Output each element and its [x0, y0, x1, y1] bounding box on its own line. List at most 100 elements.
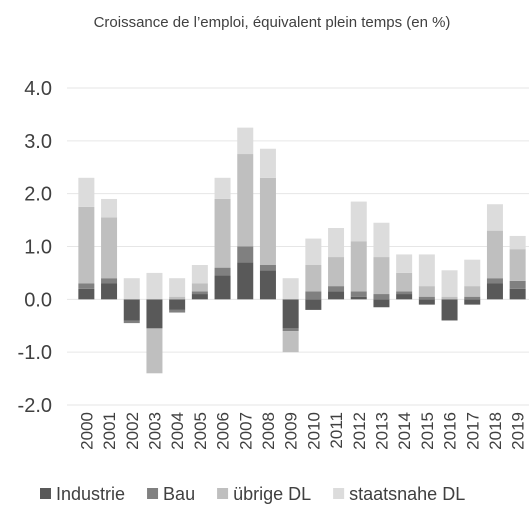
bar-segment: [259, 148, 276, 178]
x-tick-label: 2008: [259, 412, 278, 450]
bar-segment: [101, 283, 118, 300]
bar-segment: [464, 296, 481, 300]
bar-segment: [486, 283, 503, 300]
bar-segment: [282, 331, 299, 353]
bar-segment: [214, 177, 231, 199]
bar-segment: [123, 320, 140, 324]
bar-segment: [78, 177, 95, 207]
bar-segment: [191, 291, 208, 295]
bar-segment: [237, 127, 254, 155]
bar-segment: [464, 299, 481, 305]
bar-segment: [78, 206, 95, 284]
bar-segment: [123, 299, 140, 321]
bar-segment: [214, 198, 231, 268]
y-tick-label: 1.0: [24, 237, 52, 259]
bar-segment: [418, 286, 435, 297]
x-tick-label: 2007: [236, 412, 255, 450]
x-tick-label: 2016: [441, 412, 460, 450]
bar-segment: [441, 296, 458, 300]
x-tick-label: 2009: [282, 412, 301, 450]
x-tick-label: 2011: [327, 412, 346, 449]
bar-segment: [441, 299, 458, 321]
legend-label: staatsnahe DL: [349, 484, 465, 504]
x-tick-label: 2002: [123, 412, 142, 450]
bar-segment: [418, 296, 435, 300]
bar-segment: [373, 299, 390, 308]
bar-segment: [101, 198, 118, 218]
x-tick-label: 2010: [304, 412, 323, 450]
bar-segment: [305, 264, 322, 292]
bar-segment: [396, 291, 413, 295]
bar-segment: [396, 294, 413, 300]
bar-segment: [509, 249, 526, 281]
bar-segment: [78, 283, 95, 289]
bar-segment: [214, 275, 231, 300]
legend-label: Bau: [163, 484, 195, 504]
y-tick-label: 4.0: [24, 78, 52, 100]
bar-segment: [169, 296, 186, 300]
bar-segment: [350, 296, 367, 300]
legend-label: Industrie: [56, 484, 125, 504]
bar-segment: [350, 201, 367, 242]
legend-label: übrige DL: [233, 484, 311, 504]
bar-segment: [373, 257, 390, 295]
x-tick-label: 2017: [463, 412, 482, 450]
bar-segment: [464, 286, 481, 297]
bar-segment: [418, 254, 435, 287]
bar-segment: [237, 262, 254, 300]
y-tick-label: 0.0: [24, 289, 52, 311]
bar-segment: [486, 278, 503, 284]
bar-segment: [259, 270, 276, 300]
bar-segment: [509, 280, 526, 289]
x-tick-label: 2006: [214, 412, 233, 450]
bar-segment: [396, 254, 413, 273]
bar-segment: [486, 204, 503, 231]
x-tick-label: 2001: [100, 412, 119, 450]
y-tick-label: -1.0: [18, 342, 52, 364]
bar-segment: [214, 267, 231, 276]
bar-segment: [282, 278, 299, 300]
x-tick-label: 2005: [191, 412, 210, 450]
bar-segment: [486, 230, 503, 279]
bar-segment: [169, 309, 186, 313]
x-tick-label: 2018: [486, 412, 505, 450]
bar-segment: [305, 238, 322, 265]
bar-segment: [373, 294, 390, 300]
bar-segment: [305, 291, 322, 300]
bar-segment: [101, 278, 118, 284]
bar-segment: [237, 246, 254, 263]
bar-segment: [169, 278, 186, 297]
bar-segment: [169, 299, 186, 310]
y-tick-label: 3.0: [24, 131, 52, 153]
bar-segment: [146, 299, 163, 329]
bar-segment: [282, 299, 299, 329]
bar-segment: [191, 294, 208, 300]
bar-segment: [146, 272, 163, 300]
x-tick-label: 2015: [418, 412, 437, 450]
bar-segment: [509, 235, 526, 250]
x-tick-label: 2000: [77, 412, 96, 450]
bar-segment: [350, 241, 367, 292]
bar-segment: [191, 264, 208, 284]
bar-segment: [328, 228, 345, 258]
x-tick-label: 2019: [509, 412, 528, 450]
chart-title: Croissance de l’emploi, équivalent plein…: [94, 14, 451, 31]
bar-segment: [464, 259, 481, 287]
bar-segment: [328, 291, 345, 300]
legend-swatch: [217, 488, 229, 499]
bar-segment: [259, 264, 276, 271]
bar-segment: [350, 291, 367, 297]
bar-segment: [441, 270, 458, 297]
bar-segment: [237, 154, 254, 247]
bar-segment: [259, 177, 276, 265]
bar-segment: [328, 286, 345, 292]
bar-segment: [418, 299, 435, 305]
bar-segment: [123, 278, 140, 300]
bar-segment: [191, 283, 208, 292]
legend-swatch: [40, 488, 51, 499]
bar-segment: [282, 328, 299, 332]
bar-segment: [396, 272, 413, 292]
bar-segment: [305, 299, 322, 310]
x-tick-label: 2003: [145, 412, 164, 450]
